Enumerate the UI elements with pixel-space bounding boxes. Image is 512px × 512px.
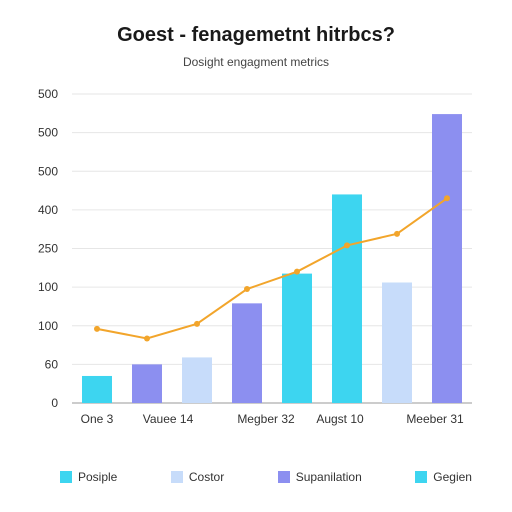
- legend-swatch: [277, 471, 290, 483]
- x-tick-label: Megber 32: [237, 412, 295, 426]
- x-tick-label: One 3: [81, 412, 114, 426]
- y-tick-label: 100: [38, 280, 58, 294]
- bar: [432, 114, 462, 404]
- bar: [82, 375, 112, 403]
- line-point: [444, 195, 450, 202]
- line-point: [294, 268, 300, 275]
- y-tick-label: 400: [38, 203, 58, 217]
- y-tick-label: 250: [38, 242, 58, 256]
- bar: [132, 364, 162, 403]
- bar: [232, 303, 262, 403]
- y-tick-label: 0: [51, 396, 58, 410]
- x-tick-label: Vauee 14: [143, 412, 194, 426]
- y-tick-label: 500: [38, 126, 58, 140]
- y-tick-label: 100: [38, 319, 58, 333]
- y-tick-label: 500: [38, 87, 58, 101]
- legend-swatch: [170, 471, 183, 483]
- x-tick-label: Meeber 31: [406, 412, 464, 426]
- y-tick-label: 500: [38, 164, 58, 178]
- legend-label: Posiple: [78, 470, 118, 484]
- legend-label: Costor: [188, 470, 225, 484]
- line-point: [194, 320, 200, 327]
- bar: [382, 282, 412, 403]
- legend-item: Posiple: [60, 470, 117, 484]
- line-point: [94, 325, 100, 332]
- y-tick-label: 60: [45, 357, 59, 371]
- bar: [282, 273, 312, 403]
- chart-legend: Posiple Costor Supanilation Gegien: [60, 470, 472, 484]
- line-series: [96, 197, 448, 340]
- line-point: [394, 230, 400, 237]
- legend-item: Costor: [170, 470, 225, 484]
- x-tick-label: Augst 10: [316, 412, 364, 426]
- legend-item: Gegien: [415, 470, 472, 484]
- legend-item: Supanilation: [277, 470, 362, 484]
- legend-label: Supanilation: [295, 470, 362, 484]
- line-point: [344, 242, 350, 249]
- legend-label: Gegien: [433, 470, 472, 484]
- line-point: [144, 335, 150, 342]
- chart-subtitle: Dosight engagment metrics: [182, 55, 330, 69]
- line-point: [244, 286, 250, 293]
- bar: [182, 357, 212, 403]
- legend-swatch: [415, 471, 428, 483]
- legend-swatch: [60, 471, 72, 483]
- chart-title: Goest - fenagemetnt hitrbcs?: [117, 24, 395, 46]
- bar: [332, 194, 362, 403]
